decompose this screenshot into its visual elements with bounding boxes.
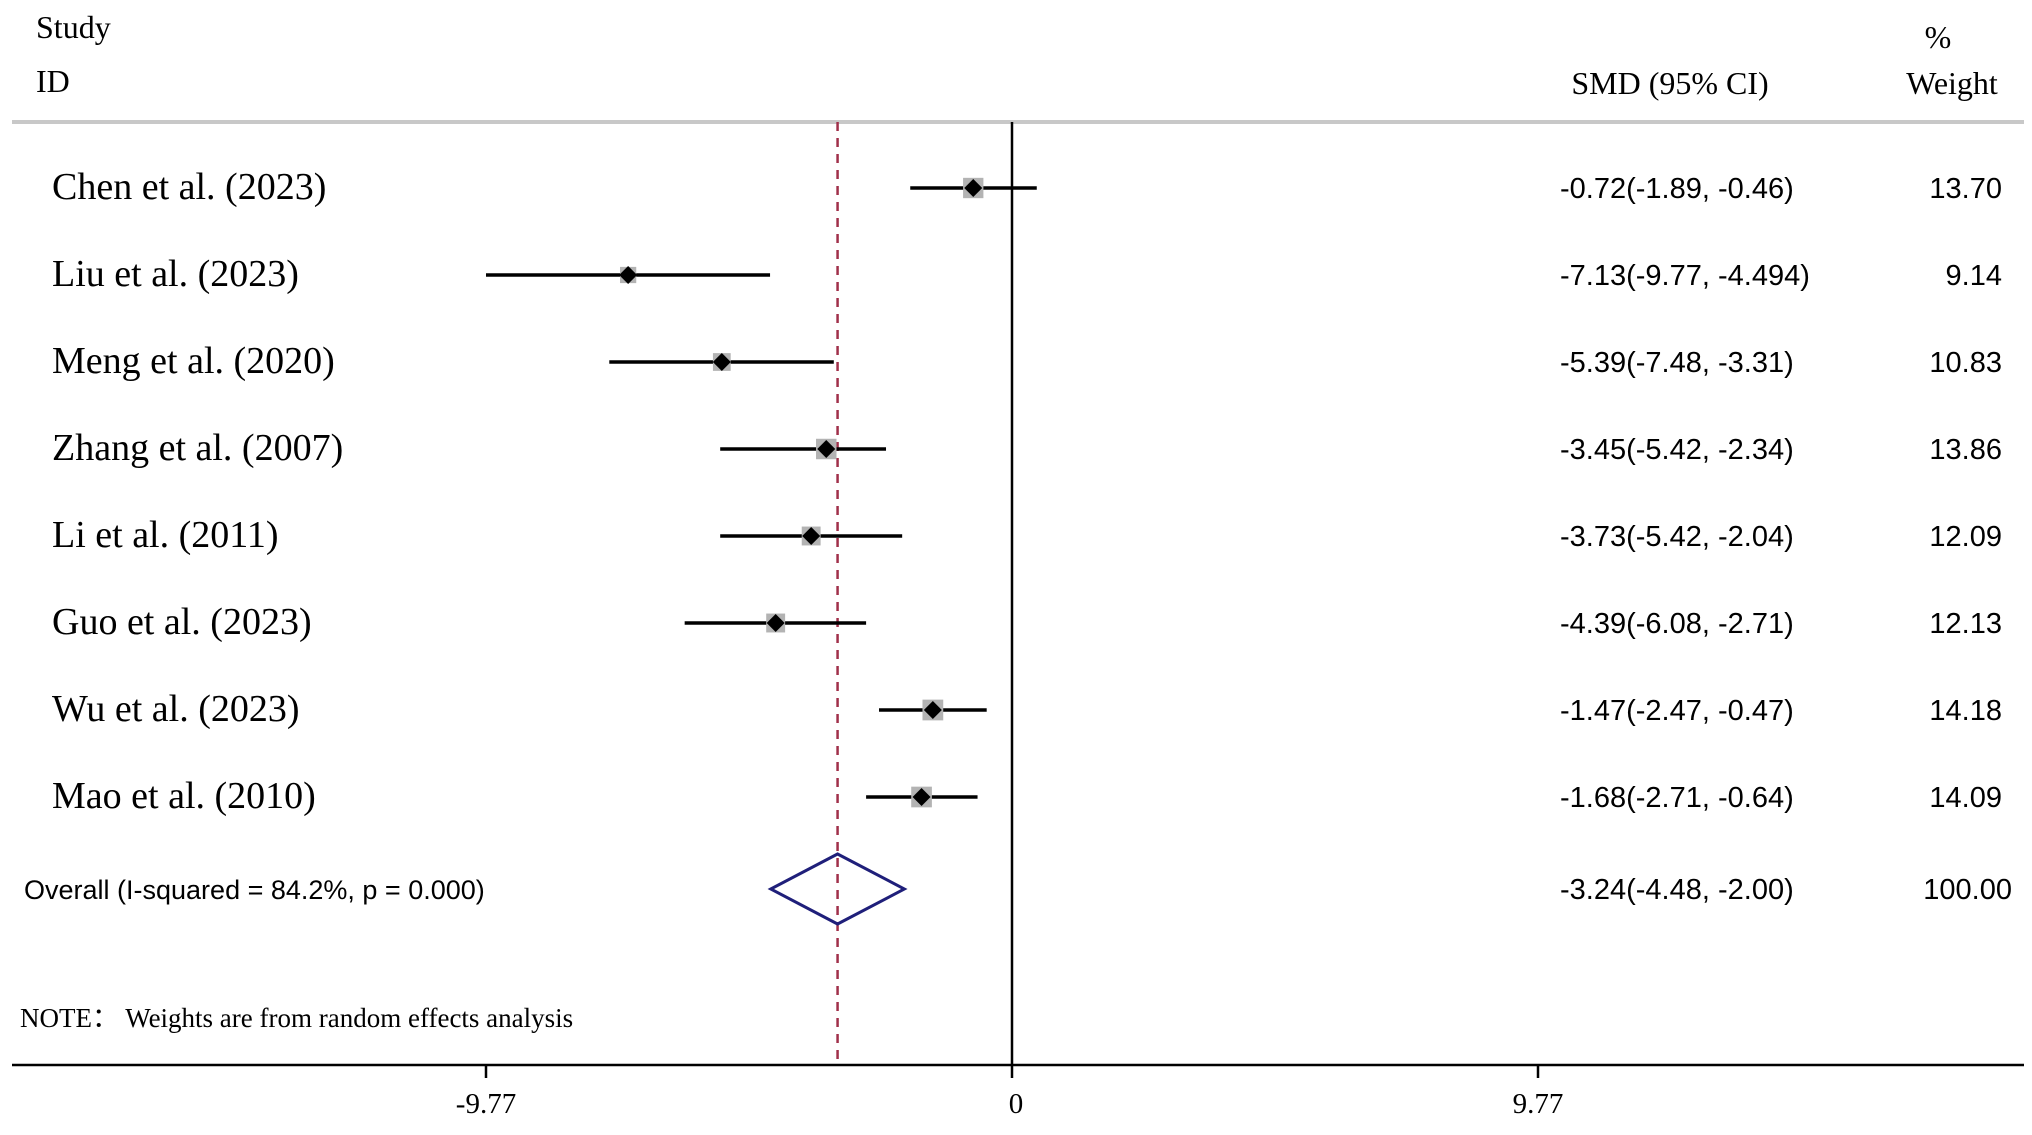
x-tick-label: 9.77: [1513, 1088, 1564, 1120]
study-weight-text: 14.18: [1929, 695, 2002, 727]
overall-weight-text: 100.00: [1923, 874, 2012, 906]
header-id-label: ID: [36, 63, 70, 99]
point-estimate-marker: [923, 701, 942, 719]
x-axis-ticks: -9.77 0 9.77: [456, 1065, 1564, 1120]
study-row: Meng et al. (2020) -5.39(-7.48, -3.31) 10.…: [52, 340, 2002, 382]
x-tick-label: 0: [1009, 1088, 1024, 1120]
study-weight-text: 14.09: [1929, 782, 2002, 814]
study-ci-text: -7.13(-9.77, -4.494): [1560, 260, 1810, 292]
study-name: Meng et al. (2020): [52, 340, 335, 382]
header-effect-label: SMD (95% CI): [1571, 65, 1768, 101]
study-ci-text: -3.45(-5.42, -2.34): [1560, 434, 1794, 466]
study-ci-text: -1.68(-2.71, -0.64): [1560, 782, 1794, 814]
study-weight-text: 13.86: [1929, 434, 2002, 466]
weights-note: NOTE： Weights are from random effects an…: [20, 1003, 573, 1033]
study-weight-text: 12.13: [1929, 608, 2002, 640]
study-row: Zhang et al. (2007) -3.45(-5.42, -2.34) 13…: [52, 427, 2002, 469]
x-tick-label: -9.77: [456, 1088, 516, 1120]
point-estimate-marker: [712, 353, 731, 371]
point-estimate-marker: [619, 266, 638, 284]
overall-label: Overall (I-squared = 84.2%, p = 0.000): [24, 875, 485, 905]
study-weight-text: 12.09: [1929, 521, 2002, 553]
study-weight-text: 10.83: [1929, 347, 2002, 379]
study-name: Li et al. (2011): [52, 514, 279, 556]
header-weight-label: Weight: [1906, 65, 1998, 101]
study-row: Chen et al. (2023) -0.72(-1.89, -0.46) 13.…: [52, 166, 2002, 208]
study-row: Li et al. (2011) -3.73(-5.42, -2.04) 12.09: [52, 514, 2002, 556]
study-name: Mao et al. (2010): [52, 775, 316, 817]
overall-ci-text: -3.24(-4.48, -2.00): [1560, 874, 1794, 906]
study-rows: Chen et al. (2023) -0.72(-1.89, -0.46) 13.…: [52, 166, 2002, 817]
overall-diamond: [767, 852, 908, 926]
study-name: Chen et al. (2023): [52, 166, 326, 208]
study-row: Wu et al. (2023) -1.47(-2.47, -0.47) 14.18: [52, 688, 2002, 730]
study-ci-text: -5.39(-7.48, -3.31): [1560, 347, 1794, 379]
study-name: Wu et al. (2023): [52, 688, 300, 730]
study-row: Guo et al. (2023) -4.39(-6.08, -2.71) 12.1…: [52, 601, 2002, 643]
study-ci-text: -3.73(-5.42, -2.04): [1560, 521, 1794, 553]
study-ci-text: -4.39(-6.08, -2.71): [1560, 608, 1794, 640]
study-name: Zhang et al. (2007): [52, 427, 343, 469]
study-ci-text: -1.47(-2.47, -0.47): [1560, 695, 1794, 727]
point-estimate-marker: [912, 788, 931, 806]
study-name: Liu et al. (2023): [52, 253, 299, 295]
study-ci-text: -0.72(-1.89, -0.46): [1560, 173, 1794, 205]
study-row: Liu et al. (2023) -7.13(-9.77, -4.494) 9.1…: [52, 253, 2002, 295]
point-estimate-marker: [802, 527, 821, 545]
header-study-label: Study: [36, 9, 111, 45]
point-estimate-marker: [766, 614, 785, 632]
study-name: Guo et al. (2023): [52, 601, 312, 643]
header-weight-percent: %: [1925, 19, 1952, 55]
point-estimate-marker: [964, 179, 983, 197]
study-weight-text: 13.70: [1929, 173, 2002, 205]
study-weight-text: 9.14: [1946, 260, 2002, 292]
study-row: Mao et al. (2010) -1.68(-2.71, -0.64) 14.0…: [52, 775, 2002, 817]
point-estimate-marker: [817, 440, 836, 458]
